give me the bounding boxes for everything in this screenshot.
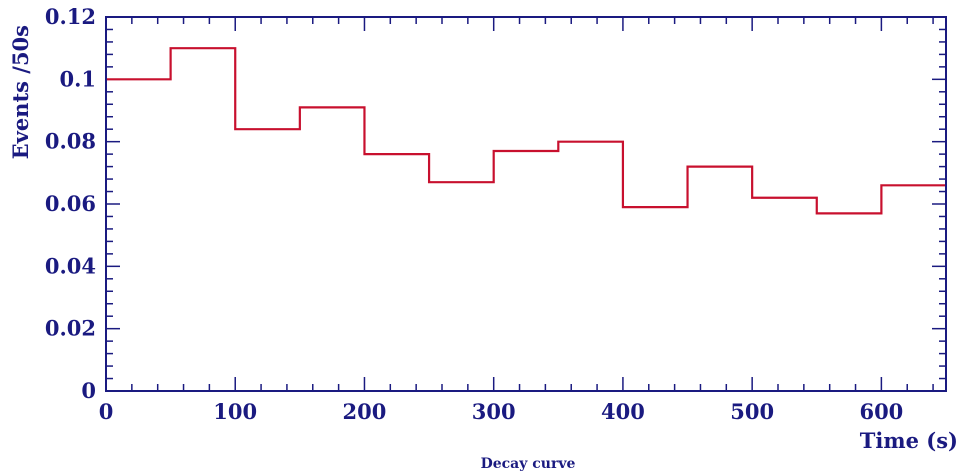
histogram-bin — [558, 142, 623, 391]
histogram-bin — [235, 129, 300, 391]
histogram-bin — [688, 167, 753, 391]
histogram-bins — [106, 48, 946, 391]
histogram-bin — [881, 185, 946, 391]
histogram-bin — [171, 48, 236, 391]
histogram-bin — [623, 207, 688, 391]
y-tick-label: 0 — [81, 378, 96, 403]
y-tick-label: 0.02 — [45, 316, 96, 341]
histogram-bin — [429, 182, 494, 391]
chart-caption: Decay curve — [481, 456, 576, 472]
x-tick-label: 200 — [343, 399, 387, 424]
y-tick-label: 0.1 — [59, 66, 96, 91]
x-tick-label: 400 — [601, 399, 645, 424]
y-tick-label: 0.08 — [45, 129, 96, 154]
x-axis-title: Time (s) — [860, 428, 958, 453]
y-tick-label: 0.06 — [45, 191, 96, 216]
x-tick-label: 300 — [472, 399, 516, 424]
histogram-step-line — [106, 47, 946, 215]
x-tick-label: 100 — [213, 399, 257, 424]
x-tick-label: 500 — [730, 399, 774, 424]
histogram-bin — [364, 154, 429, 391]
histogram-bin — [300, 107, 365, 391]
y-tick-label: 0.12 — [45, 4, 96, 29]
histogram-bin — [494, 151, 559, 391]
histogram-bin — [817, 213, 882, 391]
axis-tick-labels: 0 100 200 300 400 500 600 0 0.02 0.04 0.06 0.08 0.1 0… — [45, 4, 903, 424]
y-tick-label: 0.04 — [45, 253, 96, 278]
axis-ticks — [105, 16, 946, 392]
histogram-bin — [752, 198, 817, 391]
plot-frame — [105, 16, 947, 392]
x-tick-label: 0 — [99, 399, 114, 424]
histogram-bin — [106, 79, 171, 391]
x-tick-label: 600 — [859, 399, 903, 424]
y-axis-title: Events /50s — [8, 25, 33, 159]
